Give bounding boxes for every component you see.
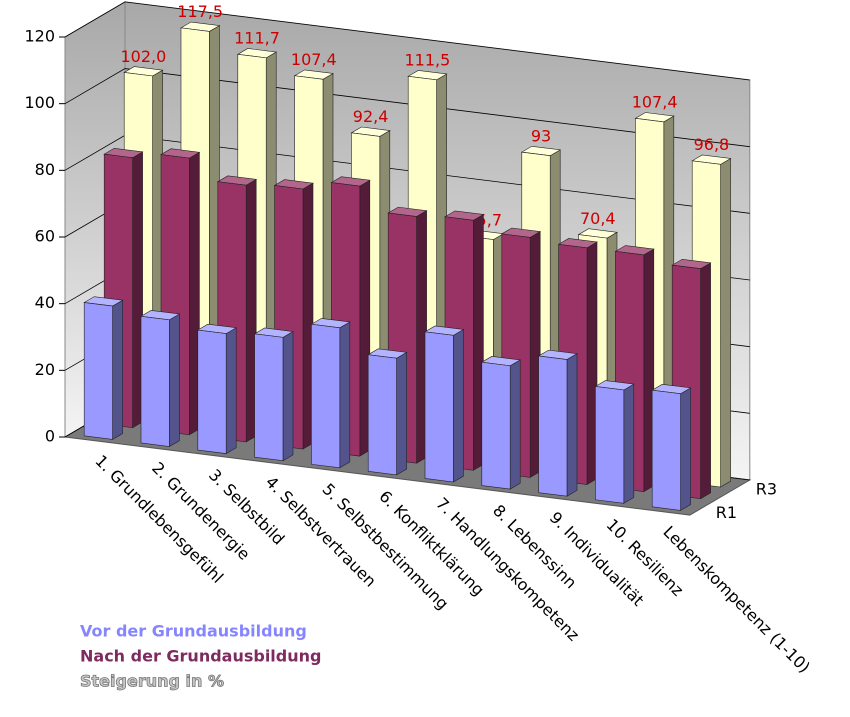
bar-side (169, 313, 180, 448)
bar (311, 323, 341, 469)
data-label: 107,4 (632, 93, 678, 112)
bar-side (680, 387, 691, 511)
bar-side (720, 157, 731, 488)
z-tick-label: R3 (756, 479, 777, 498)
bar (481, 361, 511, 490)
y-tick-label: 0 (45, 427, 55, 446)
bar (424, 331, 454, 483)
data-label: 102,0 (120, 47, 166, 66)
bar (197, 329, 227, 454)
data-label: 96,8 (694, 135, 730, 154)
bar (254, 333, 284, 462)
data-label: 92,4 (353, 107, 389, 126)
data-label: 107,4 (291, 50, 337, 69)
bar-side (112, 299, 123, 440)
bar-side (453, 328, 464, 483)
bar-side (623, 383, 635, 504)
bar-side (700, 262, 711, 500)
y-tick-label: 100 (24, 93, 55, 112)
bar-side (282, 330, 294, 462)
grid-line (64, 1, 750, 81)
bar (367, 354, 397, 476)
data-label: 111,7 (234, 29, 280, 48)
y-tick-label: 120 (24, 27, 55, 46)
grid-line (64, 68, 750, 148)
bar (651, 389, 681, 511)
bar (140, 315, 170, 447)
y-tick-label: 60 (35, 227, 55, 246)
bar (538, 355, 568, 497)
data-label: 93 (531, 127, 551, 146)
legend-entry: Steigerung in % (80, 672, 224, 691)
legend-entry: Vor der Grundausbildung (80, 622, 307, 641)
y-tick-label: 40 (35, 293, 55, 312)
data-label: 111,5 (404, 51, 450, 70)
bar-side (396, 351, 407, 476)
data-label: 70,4 (580, 209, 616, 228)
bar-side (225, 327, 237, 455)
data-label: 117,5 (177, 2, 223, 21)
x-tick-label: Lebenskompetenz (1-10) (659, 522, 814, 677)
y-tick-label: 80 (35, 160, 55, 179)
z-tick-label: R1 (716, 503, 737, 522)
bar (595, 386, 625, 504)
bar-side (566, 353, 578, 497)
y-tick-label: 20 (35, 360, 55, 379)
bar-side (509, 359, 521, 490)
legend-entry: Nach der Grundausbildung (80, 647, 321, 666)
bar (83, 302, 113, 440)
bar-side (339, 321, 351, 469)
